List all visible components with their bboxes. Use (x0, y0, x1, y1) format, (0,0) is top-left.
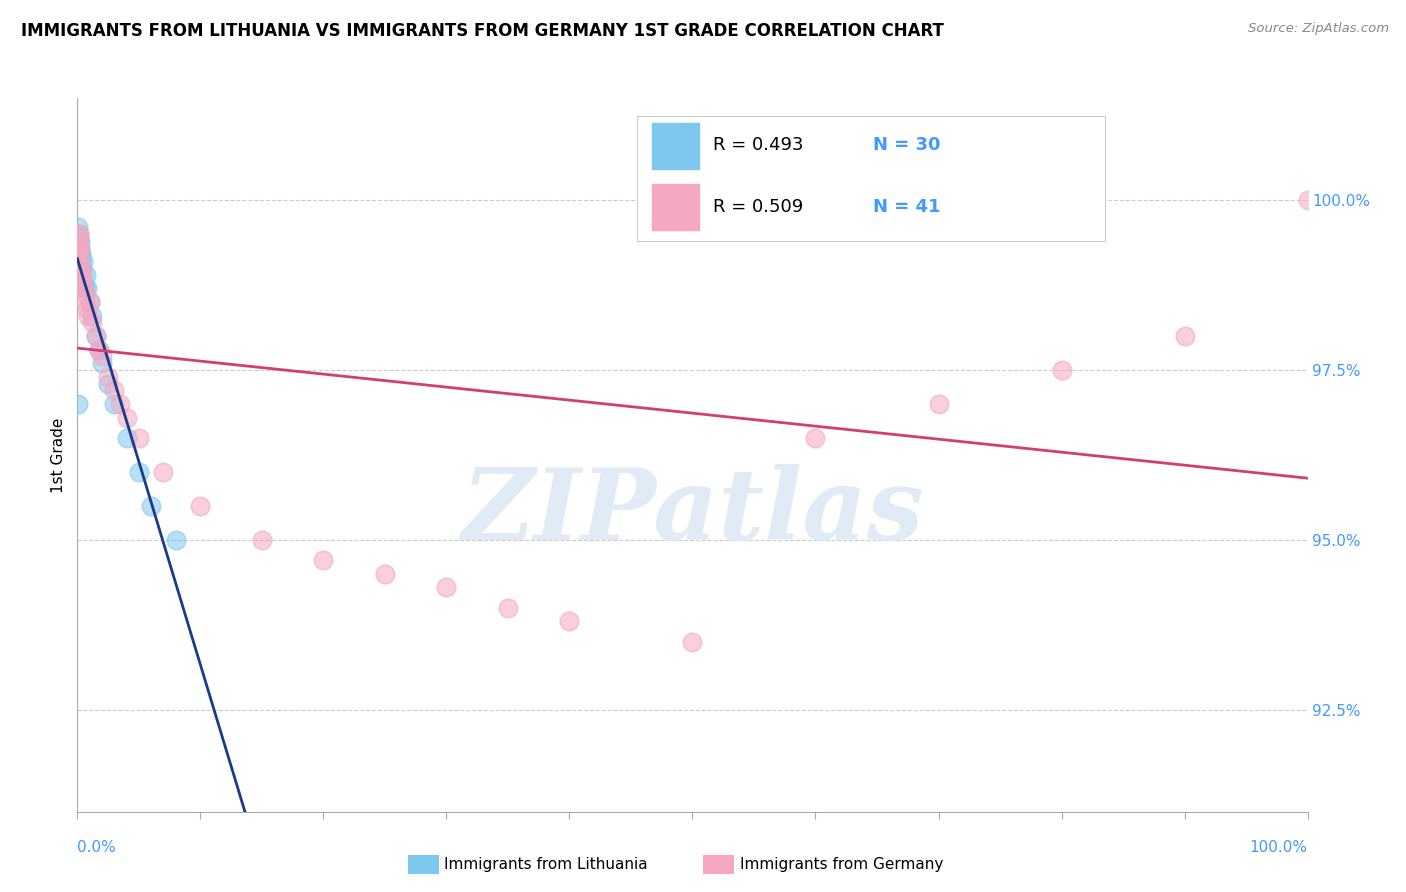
Point (97, 369, 120, 384)
Text: ZIPatlas: ZIPatlas (461, 464, 924, 560)
Point (70, 260, 93, 275)
Point (928, 397, 950, 411)
Text: N = 41: N = 41 (873, 198, 941, 216)
Point (67, 234, 90, 248)
Point (69, 247, 91, 261)
Point (82, 315, 104, 329)
Point (67, 227, 90, 241)
Text: R = 0.509: R = 0.509 (713, 198, 804, 216)
Point (73, 295, 96, 310)
Point (72, 254, 94, 268)
Point (82, 309, 104, 323)
Text: Source: ZipAtlas.com: Source: ZipAtlas.com (1249, 22, 1389, 36)
Point (152, 465, 174, 479)
Point (67, 241, 90, 255)
Point (69, 254, 91, 268)
Point (69, 254, 91, 268)
Point (250, 533, 273, 547)
Point (72, 281, 94, 295)
Text: 0.0%: 0.0% (77, 840, 117, 855)
Point (188, 499, 212, 513)
Point (89, 343, 111, 357)
Point (76, 281, 98, 295)
Point (67, 227, 90, 241)
Point (110, 397, 132, 411)
Point (75, 288, 97, 302)
Point (436, 581, 458, 595)
Point (103, 384, 125, 398)
Point (66, 227, 89, 241)
Point (73, 281, 96, 295)
Point (1296, 193, 1319, 207)
Point (70, 268, 93, 282)
Point (67, 234, 90, 248)
Point (312, 553, 335, 567)
Point (1174, 329, 1197, 343)
Point (77, 309, 100, 323)
Point (141, 499, 163, 513)
Point (115, 431, 138, 445)
Point (804, 431, 827, 445)
Point (89, 343, 111, 357)
Point (115, 410, 138, 425)
Point (70, 247, 93, 261)
Point (66, 220, 89, 235)
Point (84, 329, 107, 343)
Point (69, 241, 91, 255)
Point (72, 275, 94, 289)
Point (67, 247, 90, 261)
Text: Immigrants from Germany: Immigrants from Germany (740, 857, 943, 871)
Point (374, 566, 396, 581)
Point (67, 227, 90, 241)
Point (69, 241, 91, 255)
Point (67, 241, 90, 255)
Text: 100.0%: 100.0% (1250, 840, 1308, 855)
Point (128, 431, 150, 445)
Point (496, 600, 519, 615)
Point (69, 268, 91, 282)
Point (165, 533, 187, 547)
Point (79, 295, 101, 310)
Point (70, 275, 93, 289)
Point (1050, 363, 1073, 377)
Point (70, 268, 93, 282)
FancyBboxPatch shape (637, 116, 1105, 241)
Point (67, 397, 90, 411)
Text: R = 0.493: R = 0.493 (713, 136, 804, 154)
Y-axis label: 1st Grade: 1st Grade (51, 417, 66, 492)
Point (90, 356, 114, 370)
Point (69, 254, 91, 268)
Bar (652, 184, 699, 230)
Bar (652, 123, 699, 169)
Point (103, 397, 125, 411)
Point (75, 268, 97, 282)
Text: Immigrants from Lithuania: Immigrants from Lithuania (444, 857, 648, 871)
Point (84, 329, 107, 343)
Point (69, 234, 91, 248)
Point (70, 260, 93, 275)
Point (128, 465, 150, 479)
Point (558, 615, 581, 629)
Text: N = 30: N = 30 (873, 136, 941, 154)
Point (90, 350, 114, 364)
Point (682, 635, 704, 649)
Text: IMMIGRANTS FROM LITHUANIA VS IMMIGRANTS FROM GERMANY 1ST GRADE CORRELATION CHART: IMMIGRANTS FROM LITHUANIA VS IMMIGRANTS … (21, 22, 943, 40)
Point (97, 376, 120, 391)
Point (79, 295, 101, 310)
Point (67, 247, 90, 261)
Point (76, 301, 98, 316)
